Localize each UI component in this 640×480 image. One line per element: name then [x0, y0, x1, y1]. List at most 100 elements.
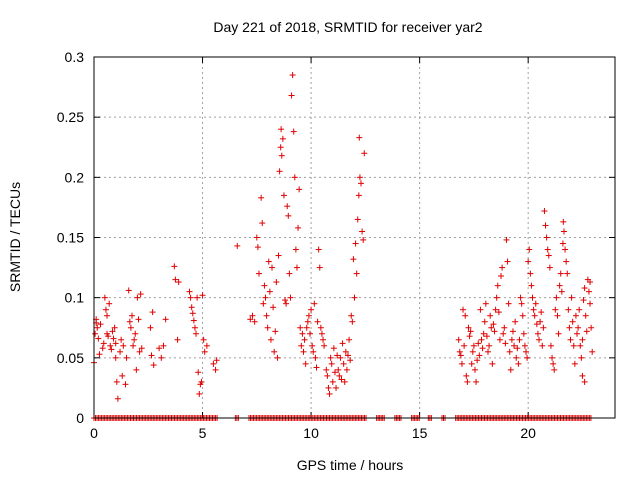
data-point: [254, 244, 261, 251]
data-point: [528, 282, 535, 289]
data-point: [564, 270, 571, 277]
data-point: [323, 366, 330, 373]
data-point: [119, 372, 126, 379]
data-point: [487, 312, 494, 319]
data-point: [344, 352, 351, 359]
data-point: [303, 324, 310, 331]
data-point: [263, 312, 270, 319]
data-point: [467, 328, 474, 335]
data-point: [587, 279, 594, 286]
data-point: [343, 366, 350, 373]
data-point: [465, 324, 472, 331]
data-point: [504, 258, 511, 265]
data-point: [495, 309, 502, 316]
data-point: [351, 294, 358, 301]
data-point: [297, 324, 304, 331]
y-axis-label: SRMTID / TECUs: [7, 182, 23, 292]
data-point: [117, 348, 124, 355]
data-point: [356, 134, 363, 141]
data-point: [135, 316, 142, 323]
data-point: [519, 312, 526, 319]
grid-lines: [94, 57, 615, 418]
data-point: [540, 324, 547, 331]
y-tick-label: 0.1: [65, 290, 85, 306]
data-point: [360, 236, 367, 243]
data-point: [546, 264, 553, 271]
data-point: [572, 312, 579, 319]
data-point: [171, 263, 178, 270]
data-point: [271, 348, 278, 355]
data-point: [162, 316, 169, 323]
data-point: [174, 336, 181, 343]
data-point: [338, 376, 345, 383]
data-point: [473, 378, 480, 385]
data-point: [551, 366, 558, 373]
data-point: [298, 342, 305, 349]
data-point: [354, 216, 361, 223]
data-point: [524, 354, 531, 361]
data-point: [112, 354, 119, 361]
chart-title: Day 221 of 2018, SRMTID for receiver yar…: [213, 19, 482, 35]
data-point: [558, 288, 565, 295]
data-point: [260, 300, 267, 307]
data-point: [97, 321, 104, 328]
data-point: [562, 246, 569, 253]
data-point: [552, 306, 559, 313]
data-point: [262, 294, 269, 301]
data-point: [301, 336, 308, 343]
data-point: [251, 318, 258, 325]
data-point: [133, 366, 140, 373]
data-point: [531, 312, 538, 319]
data-point: [213, 357, 220, 364]
axis-ticks: 0 5 10 15 20 0 0.05 0.1 0.15 0.2 0.25 0.3: [57, 49, 615, 441]
data-point: [544, 246, 551, 253]
data-point: [99, 345, 106, 352]
data-point: [477, 306, 484, 313]
x-tick-label: 15: [412, 425, 428, 441]
data-point: [199, 292, 206, 299]
data-point: [547, 342, 554, 349]
data-point: [316, 264, 323, 271]
data-point: [496, 336, 503, 343]
data-point: [489, 360, 496, 367]
data-point: [348, 312, 355, 319]
data-point: [485, 348, 492, 355]
x-tick-label: 5: [199, 425, 207, 441]
data-point: [201, 348, 208, 355]
data-point: [336, 372, 343, 379]
y-tick-label: 0.25: [57, 109, 84, 125]
data-point: [337, 354, 344, 361]
data-point: [295, 224, 302, 231]
data-point: [588, 324, 595, 331]
data-point: [353, 270, 360, 277]
data-point: [114, 395, 121, 402]
data-point: [283, 300, 290, 307]
data-point: [501, 324, 508, 331]
data-point: [314, 318, 321, 325]
data-point: [134, 294, 141, 301]
data-point: [527, 270, 534, 277]
data-point: [570, 342, 577, 349]
data-point: [583, 328, 590, 335]
y-tick-label: 0.2: [65, 169, 85, 185]
data-point: [542, 222, 549, 229]
data-point: [581, 378, 588, 385]
data-point: [475, 340, 482, 347]
data-point: [194, 294, 201, 301]
data-point: [111, 324, 118, 331]
data-point: [147, 324, 154, 331]
data-point: [571, 360, 578, 367]
data-point: [278, 126, 285, 133]
data-point: [325, 384, 332, 391]
data-point: [554, 312, 561, 319]
data-point: [493, 294, 500, 301]
data-point: [274, 354, 281, 361]
data-point: [574, 330, 581, 337]
data-point: [511, 342, 518, 349]
data-point: [290, 128, 297, 135]
data-point: [492, 306, 499, 313]
data-point: [555, 330, 562, 337]
data-point: [498, 273, 505, 280]
data-point: [149, 309, 156, 316]
data-point: [537, 318, 544, 325]
